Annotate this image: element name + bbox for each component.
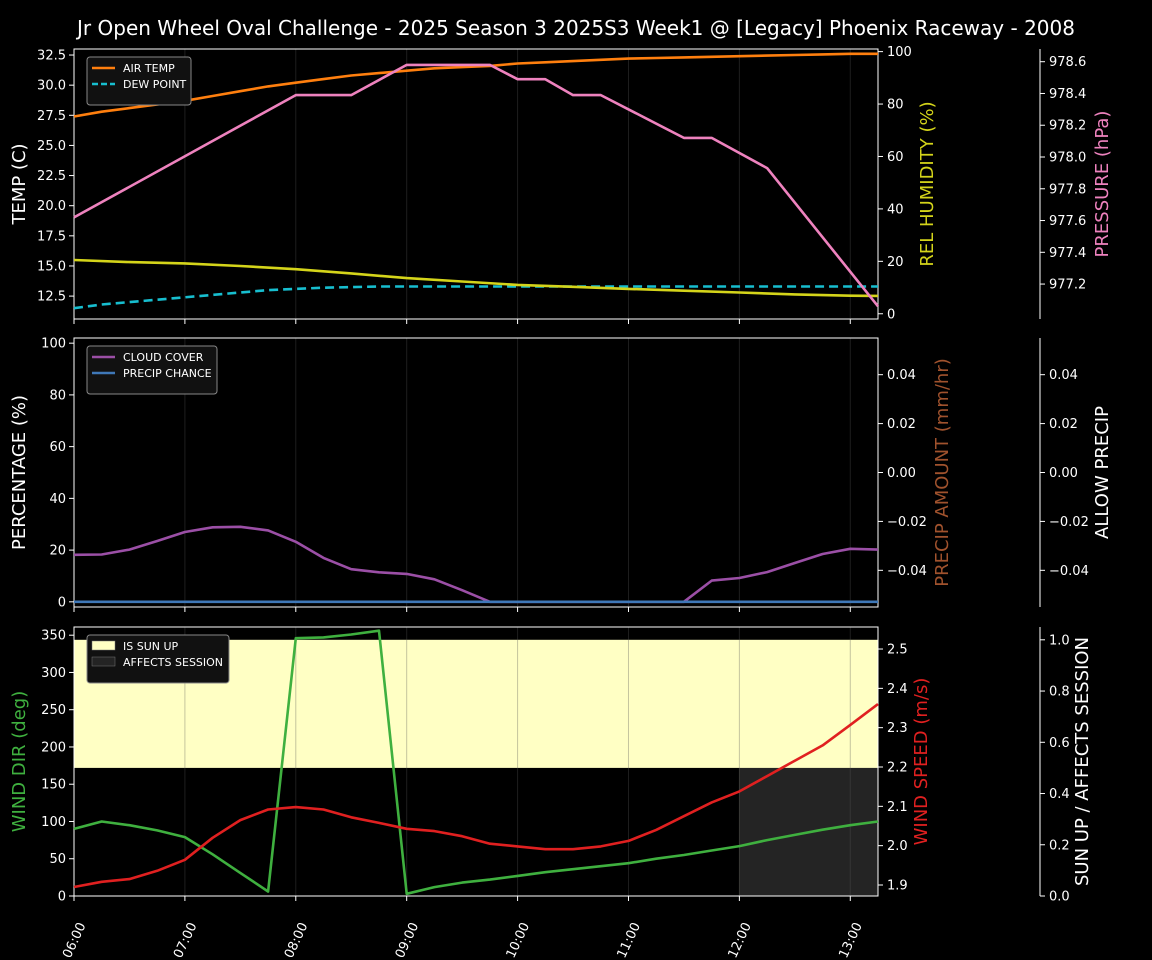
legend-swatch xyxy=(91,640,116,651)
legend-box xyxy=(86,345,218,395)
left-axis-tick-label: 0 xyxy=(58,595,66,610)
far-axis-tick-label: 977.8 xyxy=(1049,182,1086,197)
right-axis-tick-label: 60 xyxy=(887,150,904,165)
right-axis-tick-label: 2.0 xyxy=(887,839,908,854)
right-axis-tick-label: 20 xyxy=(887,255,904,270)
wind-dir-line xyxy=(73,629,879,896)
far-axis-tick-label: 977.4 xyxy=(1049,246,1086,261)
left-axis-tick-label: 100 xyxy=(41,337,66,352)
far-axis-tick-label: 1.0 xyxy=(1049,633,1070,648)
left-axis-tick-label: 40 xyxy=(49,492,66,507)
far-axis-tick-label: 0.6 xyxy=(1049,736,1070,751)
far-axis-tick-label: 0.0 xyxy=(1049,890,1070,905)
far-axis-tick-label: 977.2 xyxy=(1049,278,1086,293)
left-axis-tick-label: 17.5 xyxy=(37,229,66,244)
right-axis-tick-label: 2.5 xyxy=(887,643,908,658)
left-axis-tick-label: 0 xyxy=(58,890,66,905)
legend-label: AFFECTS SESSION xyxy=(123,656,223,669)
legend-label: DEW POINT xyxy=(123,78,187,91)
left-axis-tick-label: 60 xyxy=(49,440,66,455)
air-temp-line xyxy=(73,52,878,118)
left-axis-tick-label: 50 xyxy=(49,852,66,867)
right-axis-tick-label: 0.00 xyxy=(887,466,916,481)
legend-label: AIR TEMP xyxy=(123,62,175,75)
cloud-cover-line xyxy=(73,525,879,604)
humidity-axis-label: REL HUMIDITY (%) xyxy=(917,101,938,266)
left-axis-tick-label: 32.5 xyxy=(37,49,66,64)
legend-swatch xyxy=(91,656,116,667)
left-axis-tick-label: 25.0 xyxy=(37,139,66,154)
left-axis-tick-label: 15.0 xyxy=(37,259,66,274)
temperature-panel: 12.5 15.0 17.5 20.0 22.5 25.0 27.5 30.0 32.5 0 20 4… xyxy=(9,45,1113,324)
legend-box xyxy=(86,634,230,684)
pressure-line xyxy=(73,63,880,308)
left-axis-tick-label: 22.5 xyxy=(37,169,66,184)
wind-panel: 0 50 100 150 200 250 300 350 1.9 2.0 2.1 2.2 2.3 2.4 2… xyxy=(9,626,1093,960)
left-axis-tick-label: 150 xyxy=(41,778,66,793)
wind-speed-axis-label: WIND SPEED (m/s) xyxy=(911,678,932,846)
legend-label: IS SUN UP xyxy=(123,640,179,653)
allow-precip-axis-label: ALLOW PRECIP xyxy=(1092,406,1113,539)
legend-label: PRECIP CHANCE xyxy=(123,367,212,380)
far-axis-tick-label: 0.2 xyxy=(1049,838,1070,853)
right-axis-tick-label: 1.9 xyxy=(887,878,908,893)
left-axis-tick-label: 27.5 xyxy=(37,109,66,124)
wind-dir-axis-label: WIND DIR (deg) xyxy=(9,691,30,833)
percentage-axis-label: PERCENTAGE (%) xyxy=(9,395,30,550)
left-axis-tick-label: 80 xyxy=(49,388,66,403)
far-axis-tick-label: 0.4 xyxy=(1049,787,1070,802)
wind-speed-line xyxy=(73,703,879,889)
far-axis-tick-label: 978.6 xyxy=(1049,55,1086,70)
plot-frame xyxy=(73,626,879,897)
right-axis-tick-label: 0.04 xyxy=(887,368,916,383)
right-axis-tick-label: 2.4 xyxy=(887,682,908,697)
right-axis-tick-label: 0.02 xyxy=(887,417,916,432)
right-axis-tick-label: −0.04 xyxy=(887,564,927,579)
far-axis-tick-label: 0.8 xyxy=(1049,685,1070,700)
right-axis-tick-label: 0 xyxy=(887,307,895,322)
far-axis-tick-label: 978.4 xyxy=(1049,87,1086,102)
left-axis-tick-label: 250 xyxy=(41,703,66,718)
left-axis-tick-label: 12.5 xyxy=(37,290,66,305)
left-axis-tick-label: 300 xyxy=(41,666,66,681)
far-axis-tick-label: 977.6 xyxy=(1049,214,1086,229)
left-axis-tick-label: 200 xyxy=(41,740,66,755)
far-axis-tick-label: 978.0 xyxy=(1049,151,1086,166)
chart-title: Jr Open Wheel Oval Challenge - 2025 Seas… xyxy=(75,16,1075,40)
far-axis-tick-label: 0.04 xyxy=(1049,368,1078,383)
plot-frame xyxy=(73,48,879,320)
pressure-axis-label: PRESSURE (hPa) xyxy=(1092,111,1113,258)
left-axis-tick-label: 350 xyxy=(41,629,66,644)
far-axis-tick-label: −0.04 xyxy=(1049,564,1089,579)
left-axis-tick-label: 100 xyxy=(41,815,66,830)
sun-up-axis-label: SUN UP / AFFECTS SESSION xyxy=(1072,637,1093,886)
right-axis-tick-label: 80 xyxy=(887,98,904,113)
right-axis-tick-label: 2.3 xyxy=(887,721,908,736)
far-axis-tick-label: 0.00 xyxy=(1049,466,1078,481)
far-axis-tick-label: 978.2 xyxy=(1049,119,1086,134)
temp-axis-label: TEMP (C) xyxy=(9,143,30,225)
left-axis-tick-label: 30.0 xyxy=(37,79,66,94)
rel-humidity-line xyxy=(73,258,879,298)
precipitation-panel: 0 20 40 60 80 100 −0.04 −0.02 0.00 0.02 0.04 −0.04 −… xyxy=(9,337,1113,612)
far-axis-tick-label: 0.02 xyxy=(1049,417,1078,432)
right-axis-tick-label: 2.1 xyxy=(887,800,908,815)
legend-label: CLOUD COVER xyxy=(123,351,204,364)
precip-amount-axis-label: PRECIP AMOUNT (mm/hr) xyxy=(932,358,953,587)
far-axis-tick-label: −0.02 xyxy=(1049,515,1089,530)
left-axis-tick-label: 20.0 xyxy=(37,199,66,214)
left-axis-tick-label: 20 xyxy=(49,544,66,559)
right-axis-tick-label: −0.02 xyxy=(887,515,927,530)
dew-point-line xyxy=(73,285,878,310)
sun-up-lower-background xyxy=(74,767,740,896)
right-axis-tick-label: 100 xyxy=(887,45,912,60)
right-axis-tick-label: 40 xyxy=(887,202,904,217)
right-axis-tick-label: 2.2 xyxy=(887,761,908,776)
